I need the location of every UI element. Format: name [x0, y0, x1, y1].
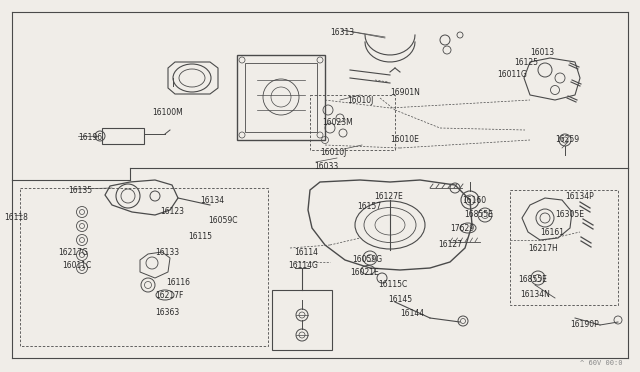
Text: 16011C: 16011C: [62, 261, 92, 270]
Text: 16127E: 16127E: [374, 192, 403, 201]
Text: 16114G: 16114G: [288, 261, 318, 270]
Text: 16010E: 16010E: [390, 135, 419, 144]
Text: 16144: 16144: [400, 309, 424, 318]
Bar: [310, 95, 395, 150]
Text: 16161: 16161: [540, 228, 564, 237]
Text: 16021E: 16021E: [350, 268, 379, 277]
Text: 16114: 16114: [294, 248, 318, 257]
Text: 17629: 17629: [450, 224, 474, 233]
Text: 16100M: 16100M: [152, 108, 183, 117]
Text: 16010J: 16010J: [347, 96, 373, 105]
Text: 16134N: 16134N: [520, 290, 550, 299]
Text: 16217F: 16217F: [155, 291, 184, 300]
Bar: [102, 128, 144, 144]
Text: 16059G: 16059G: [352, 255, 382, 264]
Bar: [272, 290, 332, 350]
Text: 16116: 16116: [166, 278, 190, 287]
Text: ^ 60V 00:0: ^ 60V 00:0: [579, 360, 622, 366]
Text: 16115: 16115: [188, 232, 212, 241]
Text: 16134: 16134: [200, 196, 224, 205]
Text: 16901N: 16901N: [390, 88, 420, 97]
Text: 16217H: 16217H: [528, 244, 557, 253]
Text: 16157: 16157: [357, 202, 381, 211]
Text: 16023M: 16023M: [322, 118, 353, 127]
Text: 16127: 16127: [438, 240, 462, 249]
Text: 16134P: 16134P: [565, 192, 594, 201]
Text: 16118: 16118: [4, 213, 28, 222]
Text: 16115C: 16115C: [378, 280, 407, 289]
Bar: [237, 55, 325, 140]
Text: 16190P: 16190P: [570, 320, 599, 329]
Text: 16033: 16033: [314, 162, 339, 171]
Text: 16013: 16013: [530, 48, 554, 57]
Text: 16855E: 16855E: [518, 275, 547, 284]
Bar: [510, 190, 618, 305]
Text: 16123: 16123: [160, 207, 184, 216]
Text: 16259: 16259: [555, 135, 579, 144]
Text: 16059C: 16059C: [208, 216, 237, 225]
Text: 16313: 16313: [330, 28, 354, 37]
Text: 16145: 16145: [388, 295, 412, 304]
Text: 16010J: 16010J: [320, 148, 346, 157]
Text: 16196: 16196: [78, 133, 102, 142]
Text: 16011G: 16011G: [497, 70, 527, 79]
Bar: [20, 188, 268, 346]
Text: 16305E: 16305E: [555, 210, 584, 219]
Text: 16135: 16135: [68, 186, 92, 195]
Text: 16133: 16133: [155, 248, 179, 257]
Text: 16125: 16125: [514, 58, 538, 67]
Text: 16855E: 16855E: [464, 210, 493, 219]
Text: 16363: 16363: [155, 308, 179, 317]
Bar: [245, 63, 317, 132]
Text: 16217G: 16217G: [58, 248, 88, 257]
Text: 16160: 16160: [462, 196, 486, 205]
